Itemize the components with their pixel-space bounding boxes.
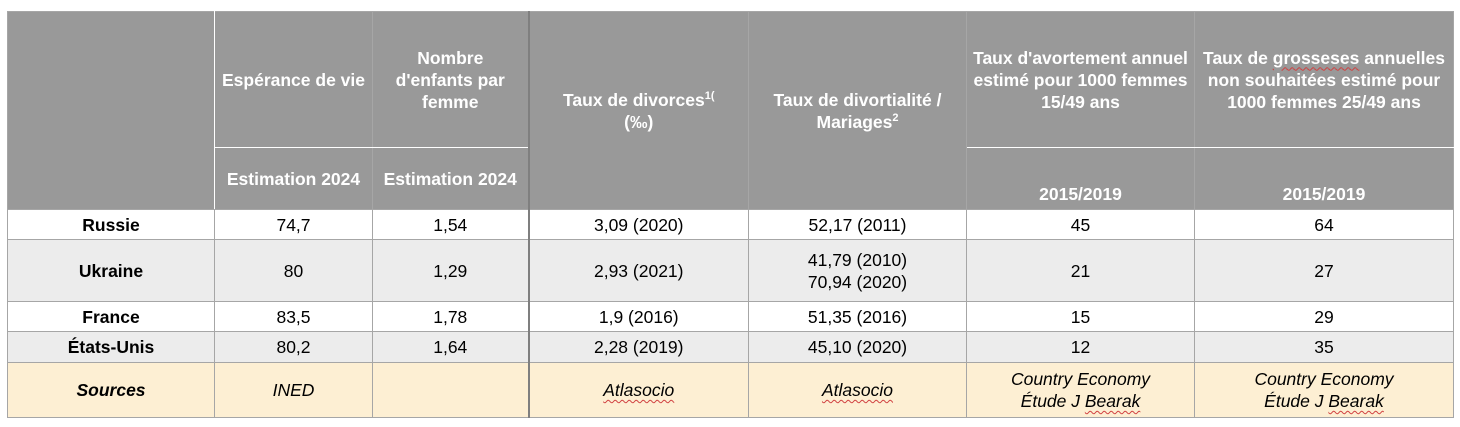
abortion-cell: 12 bbox=[966, 331, 1195, 363]
sources-label: Sources bbox=[7, 362, 215, 418]
country-cell: États-Unis bbox=[7, 331, 215, 363]
abortion-cell: 15 bbox=[966, 301, 1195, 332]
source-life: INED bbox=[214, 362, 373, 418]
children-cell: 1,29 bbox=[372, 239, 529, 302]
divortiality-cell: 41,79 (2010) 70,94 (2020) bbox=[748, 239, 967, 302]
source-abortion-line-1: Country Economy bbox=[1010, 369, 1151, 389]
pregnancies-cell: 64 bbox=[1194, 209, 1454, 240]
divortiality-cell: 51,35 (2016) bbox=[748, 301, 967, 332]
table-row: Russie 74,7 1,54 3,09 (2020) 52,17 (2011… bbox=[7, 209, 1454, 240]
divorce-cell: 3,09 (2020) bbox=[527, 209, 749, 240]
source-divorce-text: Atlasocio bbox=[603, 380, 675, 400]
life-expectancy-cell: 83,5 bbox=[214, 301, 373, 332]
source-pregnancies-line-2: Étude J Bearak bbox=[1201, 390, 1447, 412]
divorce-cell: 2,93 (2021) bbox=[527, 239, 749, 302]
country-cell: Russie bbox=[7, 209, 215, 240]
demographics-table: Espérance de vie Nombre d'enfants par fe… bbox=[7, 11, 1454, 418]
source-abortion-line-2: Étude J Bearak bbox=[973, 390, 1188, 412]
pregnancies-cell: 27 bbox=[1194, 239, 1454, 302]
pregnancies-cell: 29 bbox=[1194, 301, 1454, 332]
source-abortion-study: Étude J bbox=[1020, 391, 1085, 411]
life-expectancy-cell: 80,2 bbox=[214, 331, 373, 363]
divorce-cell: 1,9 (2016) bbox=[527, 301, 749, 332]
children-cell: 1,54 bbox=[372, 209, 529, 240]
country-cell: France bbox=[7, 301, 215, 332]
source-pregnancies-author: Bearak bbox=[1328, 391, 1384, 411]
header-life-expectancy: Espérance de vie bbox=[214, 11, 373, 148]
source-divorce: Atlasocio bbox=[527, 362, 749, 418]
header-divortiality-label: Taux de divortialité / Mariages bbox=[773, 89, 942, 132]
header-row: Espérance de vie Nombre d'enfants par fe… bbox=[7, 11, 1454, 210]
source-divortiality-text: Atlasocio bbox=[821, 380, 893, 400]
table-row: France 83,5 1,78 1,9 (2016) 51,35 (2016)… bbox=[7, 301, 1454, 332]
children-cell: 1,64 bbox=[372, 331, 529, 363]
header-divortiality-footnote: 2 bbox=[892, 111, 899, 124]
source-abortion-author: Bearak bbox=[1084, 391, 1141, 411]
header-unwanted-word: grosseses bbox=[1272, 47, 1360, 68]
pregnancies-cell: 35 bbox=[1194, 331, 1454, 363]
life-expectancy-cell: 80 bbox=[214, 239, 373, 302]
source-children bbox=[372, 362, 529, 418]
abortion-cell: 45 bbox=[966, 209, 1195, 240]
header-abortion-rate: Taux d'avortement annuel estimé pour 100… bbox=[966, 11, 1195, 148]
source-pregnancies-line-1: Country Economy bbox=[1254, 369, 1394, 389]
header-unwanted-post: annuelles non souhaitées estimé pour 100… bbox=[1207, 47, 1445, 112]
source-pregnancies-study: Étude J bbox=[1264, 391, 1329, 411]
subheader-estimation-life: Estimation 2024 bbox=[214, 147, 373, 210]
life-expectancy-cell: 74,7 bbox=[214, 209, 373, 240]
header-divorce-rate-footnote: 1( bbox=[704, 89, 715, 102]
divortiality-value-1: 41,79 (2010) bbox=[807, 249, 908, 270]
children-cell: 1,78 bbox=[372, 301, 529, 332]
header-unwanted-pregnancies: Taux de grosseses annuelles non souhaité… bbox=[1194, 11, 1454, 148]
subheader-period-pregnancies: 2015/2019 bbox=[1194, 147, 1454, 210]
source-abortion: Country Economy Étude J Bearak bbox=[966, 362, 1195, 418]
divortiality-cell: 52,17 (2011) bbox=[748, 209, 967, 240]
subheader-row: Estimation 2024 Estimation 2024 2015/201… bbox=[8, 147, 1454, 210]
source-divortiality: Atlasocio bbox=[748, 362, 967, 418]
subheader-estimation-children: Estimation 2024 bbox=[372, 147, 529, 210]
header-divorce-rate: Taux de divorces1( (‰) bbox=[527, 11, 749, 210]
sources-row: Sources INED Atlasocio Atlasocio Country… bbox=[7, 362, 1454, 418]
header-divorce-rate-label: Taux de divorces bbox=[563, 89, 705, 110]
table-row: Ukraine 80 1,29 2,93 (2021) 41,79 (2010)… bbox=[7, 239, 1454, 302]
header-corner-cell bbox=[7, 11, 215, 210]
table-row: États-Unis 80,2 1,64 2,28 (2019) 45,10 (… bbox=[7, 331, 1454, 363]
country-cell: Ukraine bbox=[7, 239, 215, 302]
header-divortiality: Taux de divortialité / Mariages2 bbox=[748, 11, 967, 210]
header-divorce-rate-unit: (‰) bbox=[624, 111, 654, 132]
divortiality-cell: 45,10 (2020) bbox=[748, 331, 967, 363]
divorce-cell: 2,28 (2019) bbox=[527, 331, 749, 363]
abortion-cell: 21 bbox=[966, 239, 1195, 302]
source-pregnancies: Country Economy Étude J Bearak bbox=[1194, 362, 1454, 418]
subheader-period-abortion: 2015/2019 bbox=[966, 147, 1195, 210]
header-unwanted-pre: Taux de bbox=[1203, 47, 1273, 68]
header-children-per-woman: Nombre d'enfants par femme bbox=[372, 11, 529, 148]
divortiality-value-2: 70,94 (2020) bbox=[807, 271, 908, 292]
